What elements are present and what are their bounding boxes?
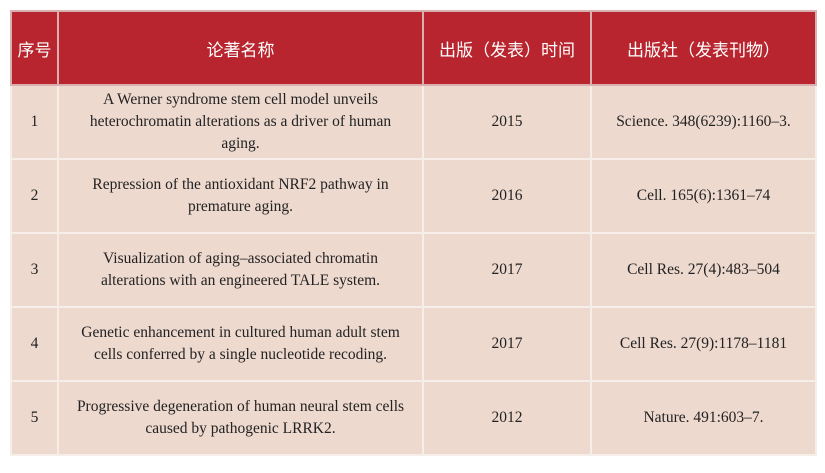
cell-title: A Werner syndrome stem cell model unveil…	[57, 84, 424, 160]
cell-title: Progressive degeneration of human neural…	[57, 380, 424, 456]
cell-title: Repression of the antioxidant NRF2 pathw…	[57, 158, 424, 234]
table-row: 2 Repression of the antioxidant NRF2 path…	[10, 158, 817, 234]
table-row: 4 Genetic enhancement in cultured human a…	[10, 306, 817, 382]
cell-number: 5	[10, 380, 59, 456]
header-journal: 出版社（发表刊物）	[590, 10, 817, 86]
cell-year: 2012	[422, 380, 592, 456]
header-year: 出版（发表）时间	[422, 10, 592, 86]
cell-number: 2	[10, 158, 59, 234]
cell-journal: Nature. 491:603–7.	[590, 380, 817, 456]
cell-title: Visualization of aging–associated chroma…	[57, 232, 424, 308]
header-title: 论著名称	[57, 10, 424, 86]
cell-year: 2016	[422, 158, 592, 234]
cell-year: 2017	[422, 306, 592, 382]
cell-journal: Cell Res. 27(9):1178–1181	[590, 306, 817, 382]
cell-number: 4	[10, 306, 59, 382]
header-number: 序号	[10, 10, 59, 86]
cell-year: 2017	[422, 232, 592, 308]
cell-journal: Cell Res. 27(4):483–504	[590, 232, 817, 308]
header-row: 序号 论著名称 出版（发表）时间 出版社（发表刊物）	[10, 10, 817, 86]
cell-year: 2015	[422, 84, 592, 160]
cell-number: 1	[10, 84, 59, 160]
cell-number: 3	[10, 232, 59, 308]
table-row: 5 Progressive degeneration of human neura…	[10, 380, 817, 456]
cell-journal: Cell. 165(6):1361–74	[590, 158, 817, 234]
cell-title: Genetic enhancement in cultured human ad…	[57, 306, 424, 382]
table-row: 3 Visualization of aging–associated chrom…	[10, 232, 817, 308]
cell-journal: Science. 348(6239):1160–3.	[590, 84, 817, 160]
